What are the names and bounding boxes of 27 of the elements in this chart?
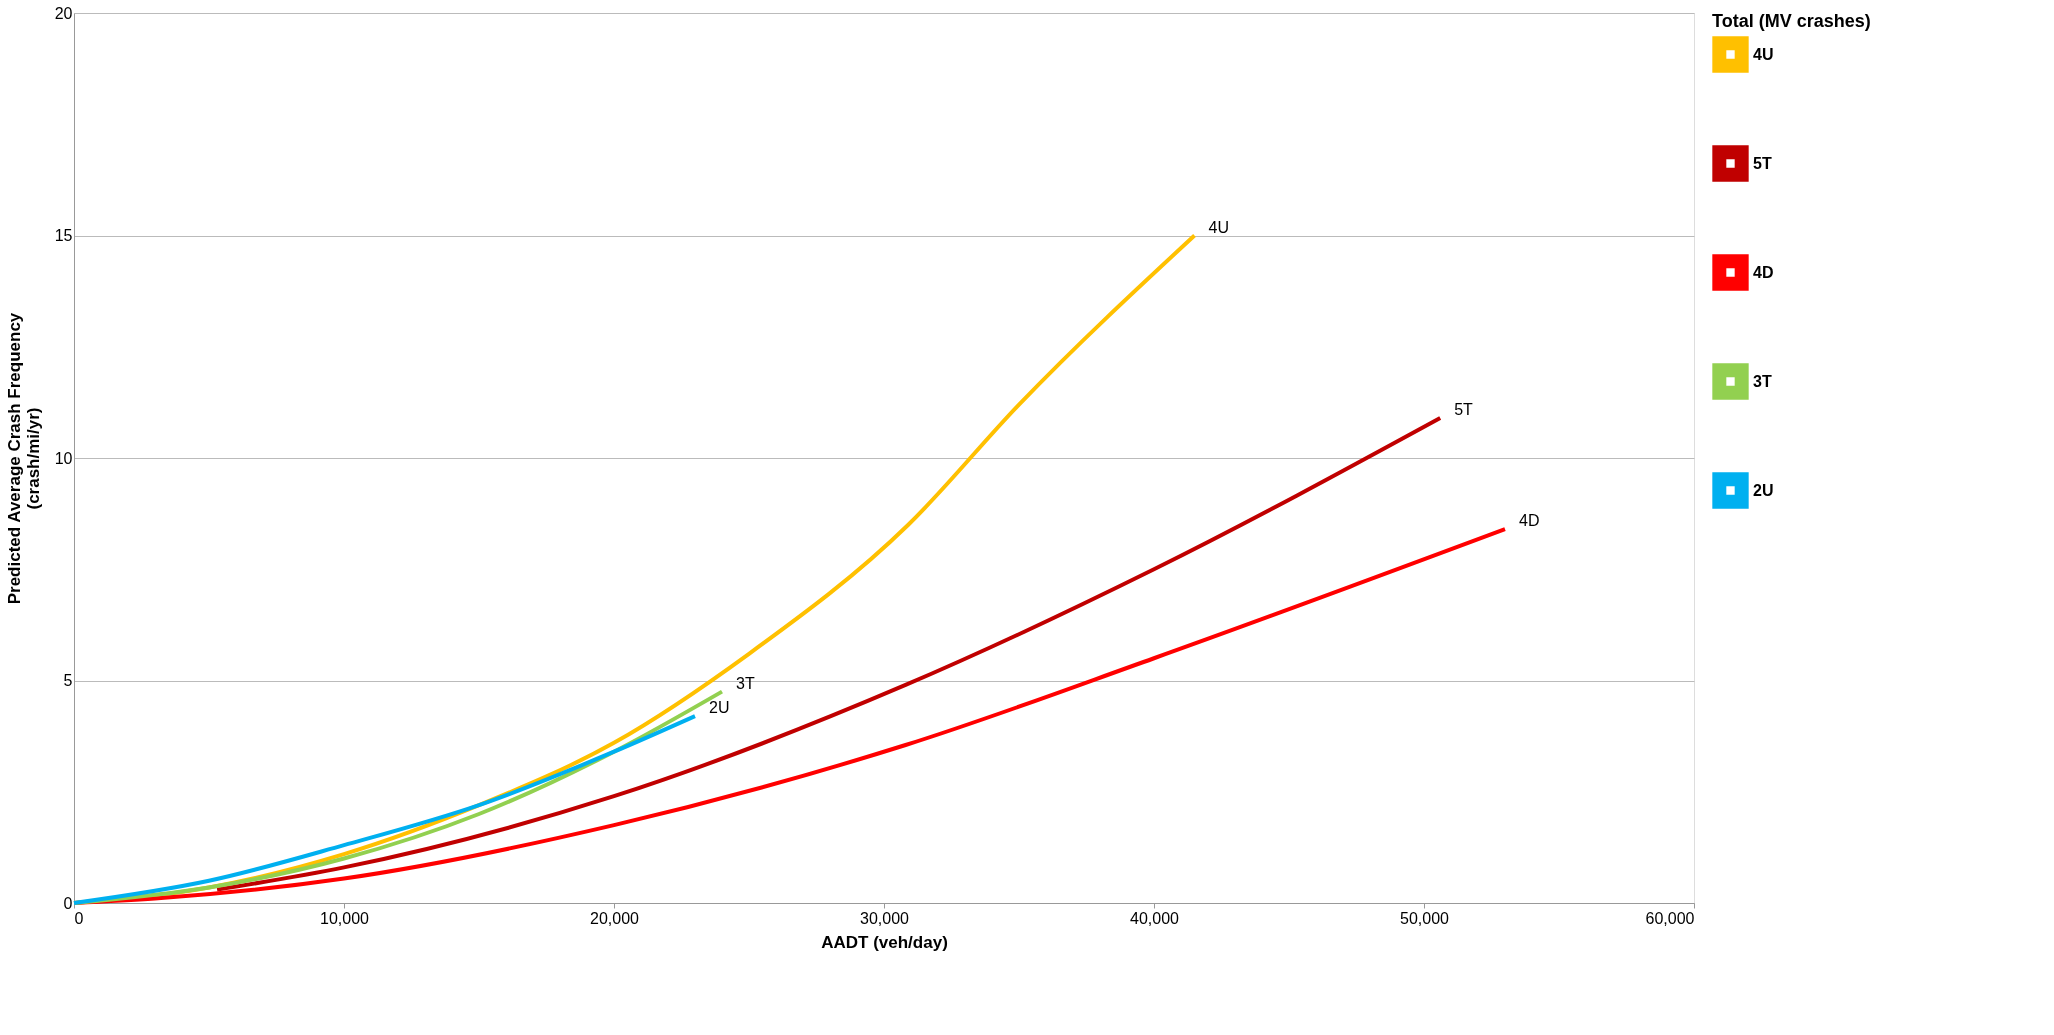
legend-label: 2U bbox=[1753, 481, 1774, 499]
y-tick-label: 15 bbox=[54, 227, 73, 244]
x-tick-label: 60,000 bbox=[1645, 909, 1695, 927]
legend-label: 3T bbox=[1753, 372, 1772, 390]
text: 2U bbox=[709, 699, 730, 717]
y-tick-label: 5 bbox=[63, 672, 73, 689]
text: 4U bbox=[1208, 218, 1229, 236]
y-tick-label: 0 bbox=[63, 894, 73, 912]
text: 3T bbox=[736, 674, 755, 692]
x-tick-label: 10,000 bbox=[320, 909, 370, 927]
x-tick-label: 0 bbox=[74, 909, 84, 927]
y-tick-label: 10 bbox=[54, 449, 73, 467]
x-tick-label: 50,000 bbox=[1400, 909, 1450, 927]
x-axis-title: AADT (veh/day) bbox=[821, 932, 948, 952]
legend-label: 5T bbox=[1753, 154, 1772, 172]
x-tick-label: 30,000 bbox=[860, 909, 910, 927]
x-tick-label: 40,000 bbox=[1130, 909, 1180, 927]
line-series bbox=[215, 415, 1443, 892]
y-tick-label: 20 bbox=[54, 4, 73, 22]
y-axis-title: Predicted Average Crash Frequency (crash/mi/yr) bbox=[4, 312, 43, 605]
legend-title: Total (MV crashes) bbox=[1712, 11, 1871, 31]
text: 4D bbox=[1519, 512, 1540, 530]
legend-label: 4U bbox=[1753, 45, 1774, 63]
x-tick-label: 20,000 bbox=[590, 909, 640, 927]
line-series bbox=[72, 714, 697, 905]
text: 5T bbox=[1454, 400, 1473, 418]
legend-label: 4D bbox=[1753, 263, 1774, 281]
